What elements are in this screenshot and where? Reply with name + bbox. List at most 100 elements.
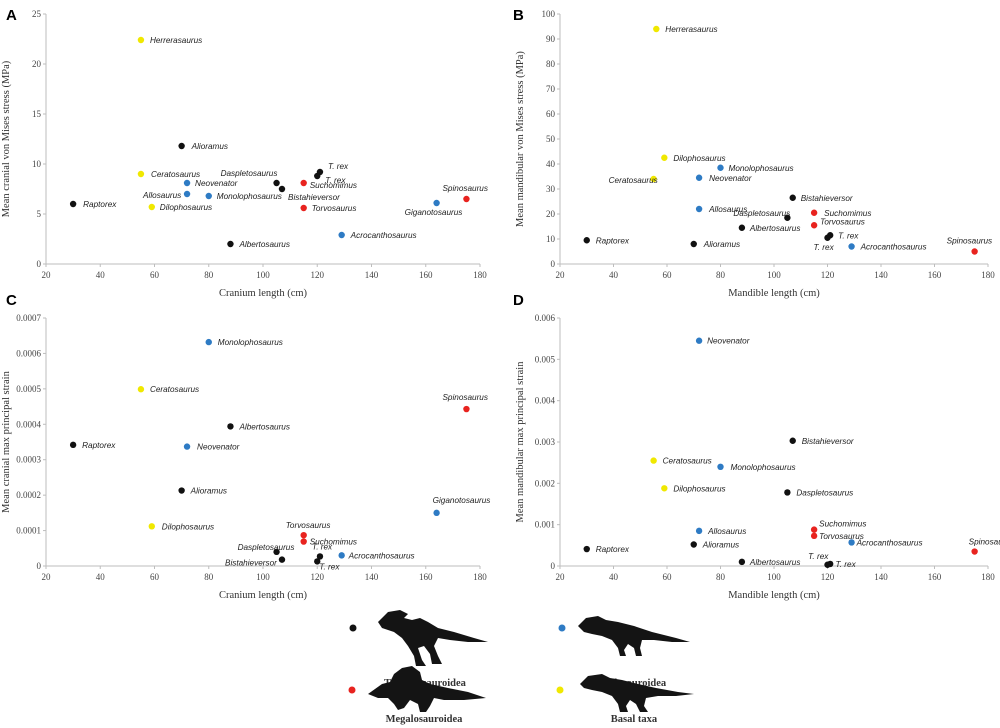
y-tick-label: 0: [37, 259, 42, 269]
point-label-torvosaurus: Torvosaurus: [286, 521, 331, 530]
point-label-ceratosaurus: Ceratosaurus: [609, 176, 658, 185]
point-label-albertosaurus: Albertosaurus: [749, 558, 801, 567]
point-label-alioramus: Alioramus: [191, 142, 228, 151]
charts-layer: A20 40 60 80 100 120 140 160 1800510152025Craniu…: [1, 7, 1000, 601]
y-tick-label: 20: [546, 209, 556, 219]
x-tick-label: 160: [419, 572, 433, 582]
x-tick-label: 100: [767, 270, 781, 280]
point-neovenator: [695, 337, 703, 344]
point-label-bistahieversor: Bistahieversor: [801, 194, 853, 203]
x-tick-label: 140: [874, 270, 888, 280]
point-label-dilophosaurus: Dilophosaurus: [673, 154, 725, 163]
legend-marker-allosauroidea: [558, 624, 566, 632]
point-label-allosaurus: Allosaurus: [142, 191, 181, 200]
point-label-albertosaurus: Albertosaurus: [238, 422, 290, 431]
point-raptorex: [583, 237, 590, 244]
point-label-t-rex: T. rex: [325, 176, 346, 185]
point-label-alioramus: Alioramus: [190, 487, 227, 496]
point-albertosaurus: [227, 240, 234, 248]
point-label-neovenator: Neovenator: [709, 174, 752, 183]
point-label-giganotosaurus: Giganotosaurus: [405, 208, 463, 217]
point-alioramus: [178, 487, 185, 494]
x-tick-label: 20: [42, 572, 52, 582]
x-axis-title: Mandible length (cm): [728, 288, 820, 299]
y-tick-label: 0.002: [535, 478, 555, 488]
point-label-monolophosaurus: Monolophosaurus: [218, 338, 283, 347]
point-daspletosaurus: [273, 548, 280, 556]
point-giganotosaurus: [433, 509, 440, 517]
point-label-torvosaurus: Torvosaurus: [819, 532, 864, 541]
point-spinosaurus: [971, 548, 978, 555]
point-ceratosaurus: [650, 175, 657, 183]
point-label-t-rex: T. rex: [808, 552, 829, 561]
x-tick-label: 180: [981, 270, 995, 280]
point-label-dilophosaurus: Dilophosaurus: [160, 203, 212, 212]
point-label-ceratosaurus: Ceratosaurus: [663, 457, 712, 466]
point-label-suchomimus: Suchomimus: [824, 209, 871, 218]
x-tick-label: 160: [419, 270, 433, 280]
point-neovenator: [183, 443, 191, 450]
legend-label-basal-taxa: Basal taxa: [611, 714, 658, 725]
point-raptorex: [69, 200, 77, 208]
point-label-neovenator: Neovenator: [707, 337, 750, 346]
tyrannosaur-silhouette-icon: [378, 610, 488, 666]
y-tick-label: 0.0004: [16, 419, 41, 429]
point-label-allosaurus: Allosaurus: [708, 205, 747, 214]
point-label-alioramus: Alioramus: [702, 541, 739, 550]
y-tick-label: 100: [542, 9, 556, 19]
point-label-monolophosaurus: Monolophosaurus: [729, 164, 794, 173]
y-tick-label: 0.0007: [16, 313, 41, 323]
x-tick-label: 40: [96, 270, 106, 280]
point-albertosaurus: [738, 558, 746, 566]
point-dilophosaurus: [148, 203, 155, 211]
point-label-raptorex: Raptorex: [83, 200, 117, 209]
point-suchomimus: [810, 209, 818, 216]
point-label-suchomimus: Suchomimus: [310, 538, 357, 547]
point-suchomimus: [300, 538, 307, 545]
legend-marker-tyrannosauroidea: [349, 624, 357, 632]
x-tick-label: 180: [473, 270, 487, 280]
point-suchomimus: [300, 179, 307, 187]
x-tick-label: 180: [473, 572, 487, 582]
point-label-daspletosaurus: Daspletosaurus: [221, 169, 278, 178]
point-alioramus: [690, 240, 697, 248]
x-tick-label: 80: [716, 572, 726, 582]
x-tick-label: 40: [609, 270, 619, 280]
y-tick-label: 0.0001: [16, 526, 41, 536]
y-tick-label: 80: [546, 59, 556, 69]
point-giganotosaurus: [433, 199, 440, 207]
point-label-acrocanthosaurus: Acrocanthosaurus: [860, 243, 927, 252]
point-label-daspletosaurus: Daspletosaurus: [238, 543, 295, 552]
y-tick-label: 0: [551, 561, 556, 571]
x-tick-label: 80: [716, 270, 726, 280]
point-t-rex: [824, 234, 831, 241]
point-allosaurus: [183, 190, 191, 198]
point-torvosaurus: [300, 204, 307, 212]
point-t-rex: [314, 558, 321, 565]
x-tick-label: 120: [311, 270, 325, 280]
point-label-daspletosaurus: Daspletosaurus: [733, 209, 790, 218]
point-label-suchomimus: Suchomimus: [310, 181, 357, 190]
y-axis-title: Mean mandibular max principal strain: [515, 361, 526, 523]
point-spinosaurus: [463, 405, 470, 413]
y-tick-label: 0.005: [535, 354, 556, 364]
x-tick-label: 160: [928, 572, 942, 582]
y-tick-label: 0.003: [535, 437, 556, 447]
legend-marker-megalosauroidea: [348, 686, 356, 694]
point-label-albertosaurus: Albertosaurus: [749, 224, 801, 233]
x-tick-label: 60: [150, 270, 160, 280]
panel-c: C 20 40 60 80 100 120 140 160 180 0 0.0001 0.0002 0.0…: [1, 292, 490, 601]
point-bistahieversor: [278, 185, 286, 193]
point-label-allosaurus: Allosaurus: [707, 527, 746, 536]
point-label-daspletosaurus: Daspletosaurus: [796, 488, 853, 497]
point-herrerasaurus: [653, 25, 660, 33]
x-tick-label: 120: [311, 572, 325, 582]
allosaur-silhouette-icon: [578, 616, 690, 656]
y-axis-title: Mean cranial max principal strain: [1, 370, 12, 512]
y-tick-label: 10: [32, 159, 42, 169]
point-neovenator: [183, 179, 191, 187]
x-tick-label: 60: [663, 270, 673, 280]
point-monolophosaurus: [717, 463, 724, 470]
y-tick-label: 25: [32, 9, 42, 19]
